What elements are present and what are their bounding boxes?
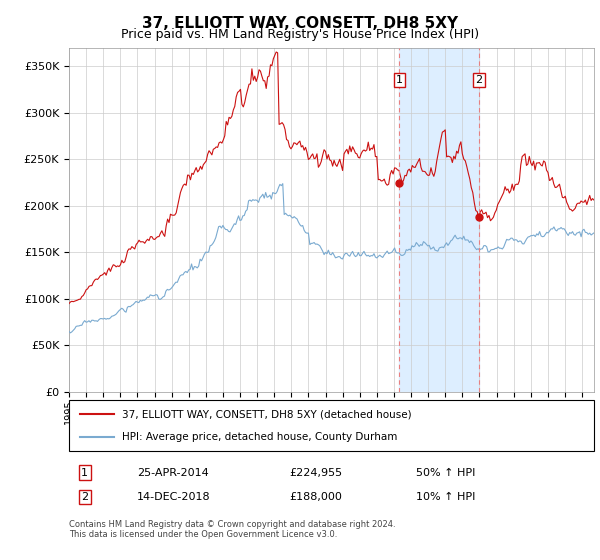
Text: 37, ELLIOTT WAY, CONSETT, DH8 5XY (detached house): 37, ELLIOTT WAY, CONSETT, DH8 5XY (detac… [121,409,411,419]
Text: 2: 2 [475,75,482,85]
Text: 37, ELLIOTT WAY, CONSETT, DH8 5XY: 37, ELLIOTT WAY, CONSETT, DH8 5XY [142,16,458,31]
Text: 14-DEC-2018: 14-DEC-2018 [137,492,211,502]
Text: HPI: Average price, detached house, County Durham: HPI: Average price, detached house, Coun… [121,432,397,442]
Text: Price paid vs. HM Land Registry's House Price Index (HPI): Price paid vs. HM Land Registry's House … [121,28,479,41]
Bar [400,48,479,392]
Text: 50% ↑ HPI: 50% ↑ HPI [415,468,475,478]
Text: £188,000: £188,000 [290,492,343,502]
Text: Contains HM Land Registry data © Crown copyright and database right 2024.
This d: Contains HM Land Registry data © Crown c… [69,520,395,539]
Text: 1: 1 [396,75,403,85]
Text: £224,955: £224,955 [290,468,343,478]
Text: 10% ↑ HPI: 10% ↑ HPI [415,492,475,502]
Text: 1: 1 [81,468,88,478]
Text: 25-APR-2014: 25-APR-2014 [137,468,209,478]
Text: 2: 2 [81,492,88,502]
